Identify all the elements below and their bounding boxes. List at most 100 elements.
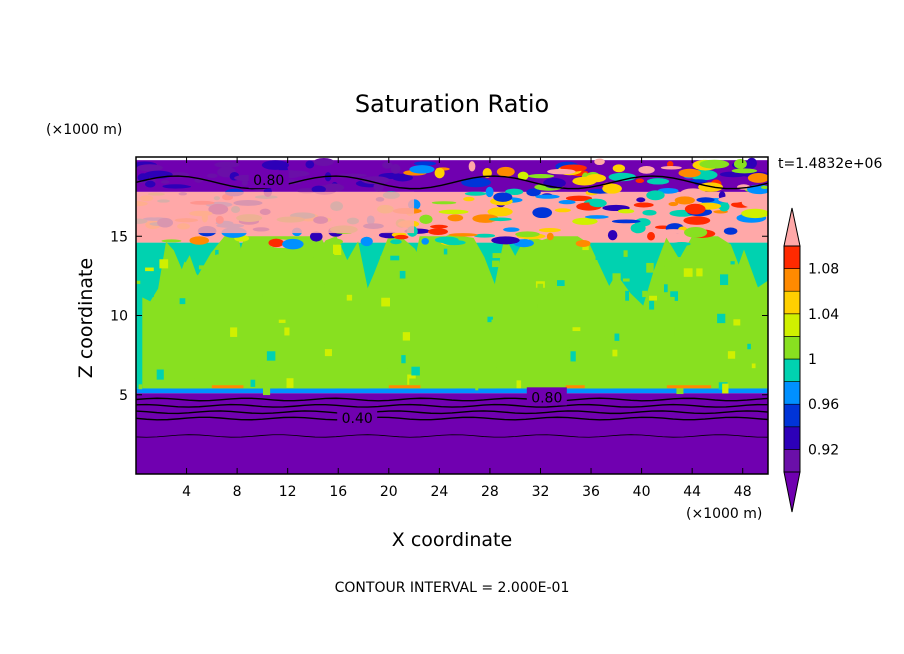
field-cell [395,244,399,255]
field-patch [431,201,457,205]
field-cell [668,296,675,304]
field-cell [432,305,438,313]
contour-label-bg [526,387,567,406]
field-cell [696,268,703,277]
contour-label: 0.80 [531,390,562,406]
field-cell [399,270,406,279]
field-patch [430,224,448,229]
field-cell [319,374,325,383]
y-axis-ticks: 5 10 15 [110,229,768,404]
field-patch [488,217,512,222]
contour-interval-note: CONTOUR INTERVAL = 2.000E-01 [335,580,570,596]
colorbar-swatch [783,358,801,382]
field-patch [282,238,304,250]
colorbar-label: 0.92 [808,442,839,458]
field-cell [198,265,204,270]
field-patch [261,160,289,170]
field-patch [554,208,571,213]
field-patch [419,214,433,225]
field-cell [401,349,410,357]
field-patch [145,180,156,188]
field-band [136,388,768,394]
field-cell [722,383,729,394]
field-cell [475,383,479,391]
field-cell [424,243,432,253]
x-tick-label: 8 [233,484,242,500]
field-cell [149,286,154,297]
field-patch [532,207,553,219]
field-patch [575,239,591,248]
colorbar-swatch [783,290,801,315]
field-patch [491,236,520,245]
colorbar-swatch [783,403,801,428]
field-patch [447,214,464,222]
contour-line [136,416,768,421]
field-cell [664,261,670,266]
x-axis-label: X coordinate [392,529,512,551]
field-patch [646,178,670,185]
field-cell [544,323,551,331]
field-cell [262,293,266,297]
field-patch [428,228,448,235]
chart-title: Saturation Ratio [355,90,549,118]
field-patch [718,196,746,203]
field-patch [661,229,686,235]
field-cell [727,351,736,359]
field-patch [636,197,646,203]
field-patch [448,233,478,237]
field-patch [517,171,529,181]
colorbar-swatch [783,336,801,360]
field-patch [741,208,768,219]
field-cell [733,319,741,326]
field-cell [606,292,610,297]
field-cell [739,307,748,316]
field-cell [533,269,543,273]
field-cell [385,358,391,369]
field-cell [556,280,565,287]
field-cell [431,269,438,279]
field-cell [741,260,746,268]
field-patch [472,214,499,223]
x-tick-label: 28 [481,484,499,500]
field-cell [674,327,684,336]
field-cell [622,278,630,282]
field-cell [676,383,684,395]
field-patch [699,159,730,169]
field-cell [264,383,268,391]
field-cell [390,255,400,261]
field-cell [350,258,354,266]
field-cell [593,257,598,261]
y-tick-label: 10 [110,309,128,325]
colorbar-label: 0.96 [808,397,839,413]
field-patch [760,185,768,189]
field-cell [266,351,276,361]
field-cell [717,313,726,324]
field-cell [206,351,211,357]
colorbar-swatch [783,449,801,473]
x-axis-ticks: 4 8 12 16 20 24 28 32 36 40 44 48 [182,157,752,500]
field-patch [612,164,626,173]
field-cell [387,367,391,375]
field-cell [212,296,221,304]
field-cell [367,338,371,343]
field-cell [156,369,164,380]
field-patch [660,166,682,170]
field-cell [536,365,543,370]
field-patch [309,231,323,242]
field-cell [252,265,262,274]
field-patch [461,177,491,188]
field-cell [517,270,521,280]
field-patch [526,188,541,197]
field-cell [533,377,537,388]
field-cell [279,377,283,386]
field-patch [731,168,758,174]
field-cell [346,294,353,301]
field-patch [434,167,445,179]
field-patch [565,195,593,202]
field-cell [649,300,655,310]
field-patch [473,233,496,238]
field-cell [663,284,668,293]
x-unit-label: (×1000 m) [686,506,762,522]
field-patch [584,215,609,219]
field-patch [635,178,645,184]
